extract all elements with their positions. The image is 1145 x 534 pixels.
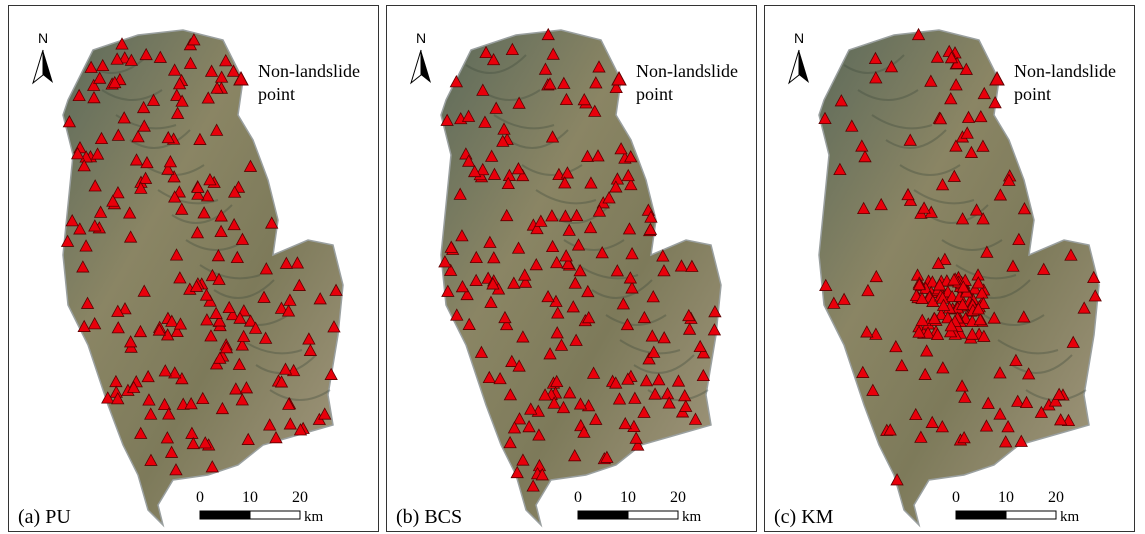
map-panel: N Non-landslide point (b) BCS 0 10 20 km <box>387 6 757 532</box>
legend-text: point <box>636 84 673 104</box>
scale-bar <box>250 511 300 519</box>
figure-canvas: N Non-landslide point (a) PU 0 10 20 km N Non-lan… <box>0 0 1145 534</box>
legend-text: point <box>258 84 295 104</box>
scale-bar <box>200 511 250 519</box>
panel-label: (b) BCS <box>396 506 462 528</box>
legend-text: point <box>1014 84 1051 104</box>
scale-label: 0 <box>574 489 582 506</box>
scale-label: 10 <box>620 489 636 506</box>
scale-bar <box>956 511 1006 519</box>
scale-label: 0 <box>952 489 960 506</box>
map-panel: N Non-landslide point (a) PU 0 10 20 km <box>9 6 379 532</box>
scale-unit: km <box>1060 509 1080 525</box>
scale-unit: km <box>304 509 324 525</box>
scale-label: 20 <box>670 489 686 506</box>
legend-text: Non-landslide <box>636 61 738 81</box>
scale-label: 20 <box>292 489 308 506</box>
map-panel: N Non-landslide point (c) KM 0 10 20 km <box>765 6 1135 532</box>
north-label: N <box>416 30 426 46</box>
scale-label: 10 <box>998 489 1014 506</box>
north-label: N <box>794 30 804 46</box>
scale-unit: km <box>682 509 702 525</box>
scale-label: 10 <box>242 489 258 506</box>
legend-text: Non-landslide <box>258 61 360 81</box>
scale-label: 20 <box>1048 489 1064 506</box>
panel-label: (a) PU <box>18 506 71 528</box>
figure: N Non-landslide point (a) PU 0 10 20 km N Non-lan… <box>0 0 1145 534</box>
scale-label: 0 <box>196 489 204 506</box>
panel-label: (c) KM <box>774 506 834 528</box>
legend-text: Non-landslide <box>1014 61 1116 81</box>
north-label: N <box>38 30 48 46</box>
scale-bar <box>628 511 678 519</box>
scale-bar <box>578 511 628 519</box>
scale-bar <box>1006 511 1056 519</box>
